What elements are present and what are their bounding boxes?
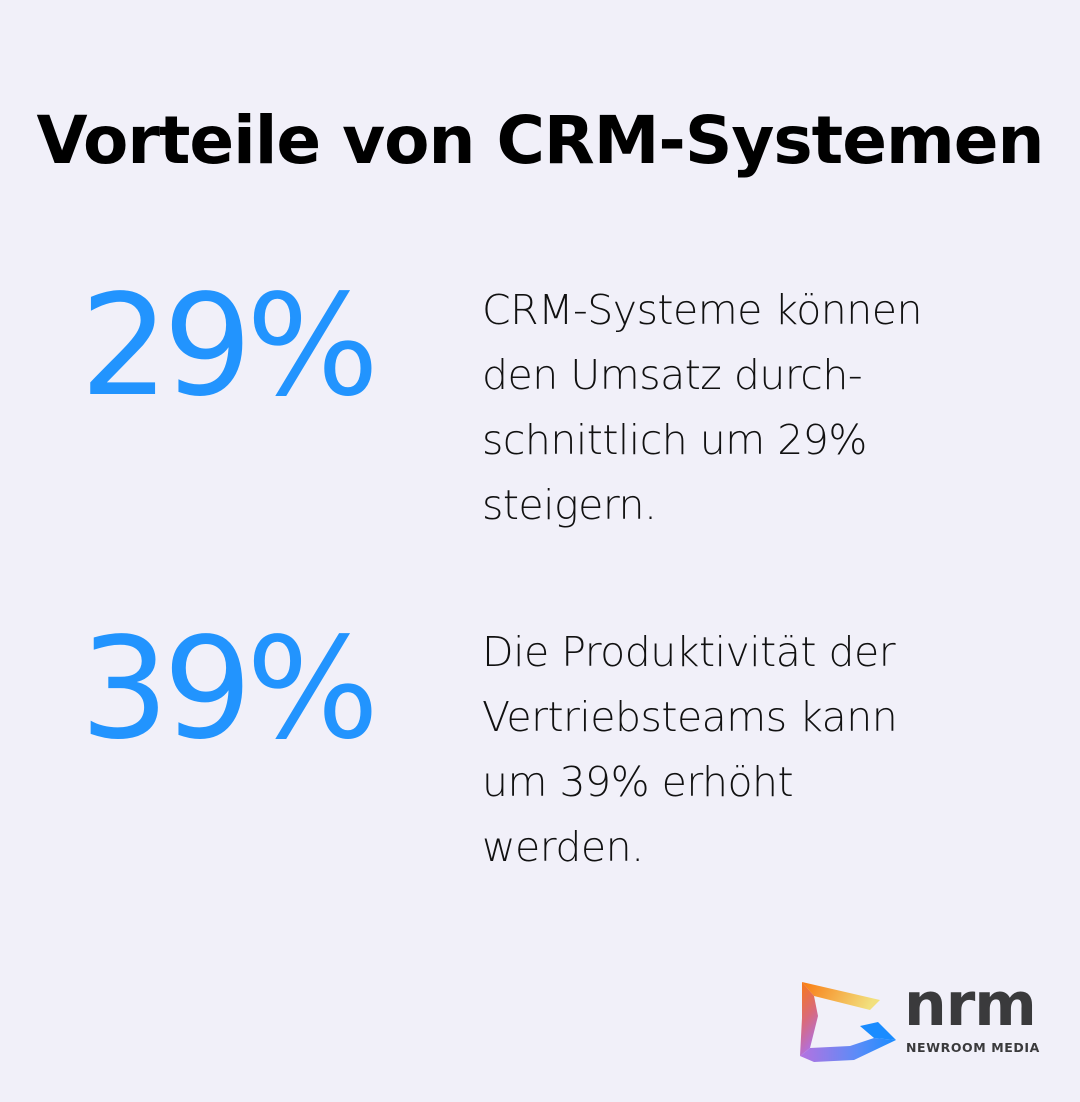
stat-value: 39% [80,608,379,771]
stat-description-line: CRM-Systeme können [482,286,922,334]
stat-description-line: werden. [482,823,644,871]
stat-description-line: Vertriebsteams kann [482,693,898,741]
stat-description-line: Die Produktivität der [482,628,896,676]
logo-wordmark: nrm [904,970,1037,1040]
stat-description-line: um 39% erhöht [482,758,794,806]
stat-description-line: schnittlich um 29% [482,416,867,464]
stat-description-line: steigern. [482,481,657,529]
stat-description: CRM-Systeme können den Umsatz durch- sch… [482,278,982,538]
brand-logo: nrm NEWROOM MEDIA [798,970,1048,1068]
nrm-logo-mark-icon [800,982,896,1062]
stat-description: Die Produktivität der Vertriebsteams kan… [482,620,982,880]
stat-value: 29% [80,265,379,428]
page-title: Vorteile von CRM-Systemen [36,102,1045,179]
logo-subtitle: NEWROOM MEDIA [906,1040,1040,1055]
stat-description-line: den Umsatz durch- [482,351,863,399]
